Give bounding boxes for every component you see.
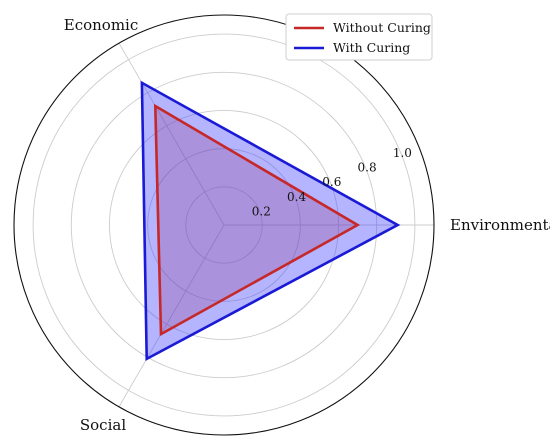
series-layer: [140, 80, 401, 362]
label-layer: 0.2 0.4 0.6 0.8 1.0 Environmental Economic Soci…: [64, 16, 550, 434]
outer-circle: [13, 14, 435, 436]
axis-label-social: Social: [80, 416, 126, 434]
r-tick-label: 0.8: [358, 161, 377, 175]
axis-label-economic: Economic: [64, 16, 139, 34]
grid-layer: [13, 14, 435, 436]
spoke-social: [118, 224, 225, 408]
r-tick-label: 0.6: [322, 175, 341, 189]
series-line-without-curing: [153, 103, 361, 337]
r-tick-label: 0.2: [252, 204, 271, 218]
series-line-with-curing: [140, 80, 401, 362]
axis-label-environmental: Environmental: [450, 216, 550, 234]
legend-label-with-curing: With Curing: [333, 40, 410, 55]
r-tick-label: 0.4: [287, 190, 306, 204]
series-area-with-curing: [141, 82, 398, 359]
spoke-economic: [118, 42, 225, 226]
legend-label-without-curing: Without Curing: [333, 20, 431, 35]
series-area-without-curing: [155, 106, 358, 335]
legend: Without Curing With Curing: [285, 13, 433, 61]
r-tick-label: 1.0: [393, 146, 412, 160]
